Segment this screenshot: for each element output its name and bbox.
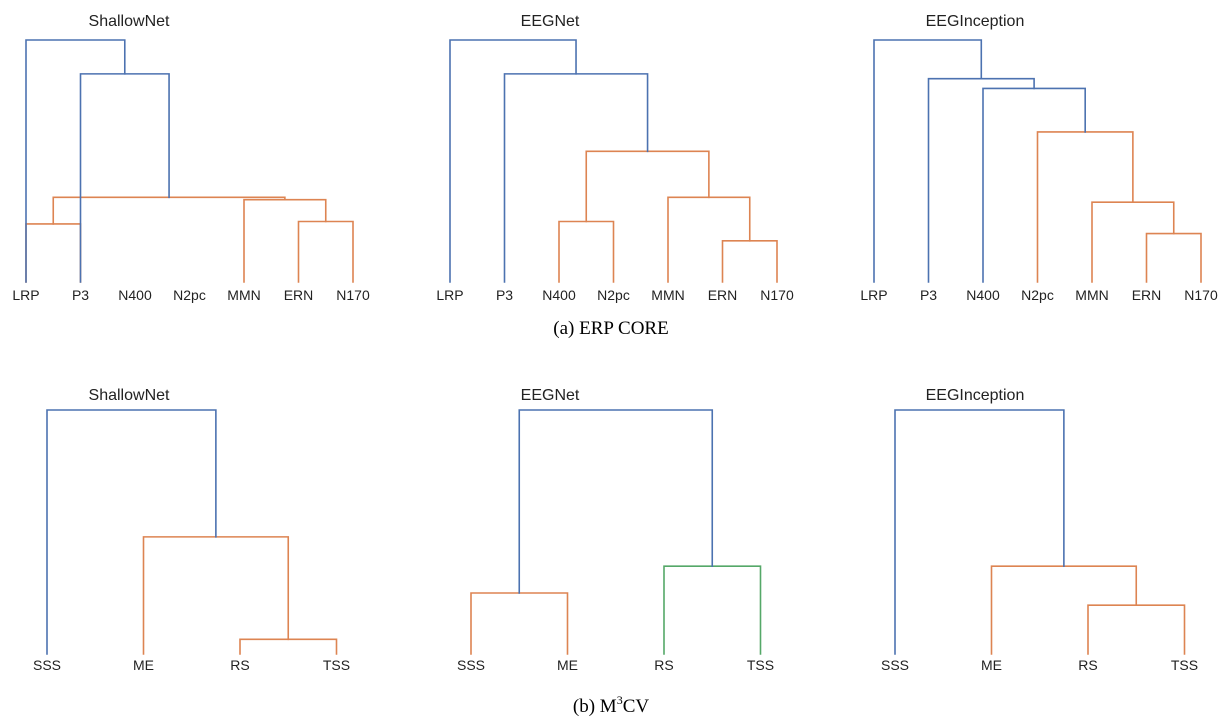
dendrogram-panel: EEGInception SSS ME RS TSS — [881, 387, 1198, 673]
dendrogram-link — [449, 39, 577, 283]
dendrogram-link — [927, 77, 1035, 283]
panel-title: EEGInception — [926, 387, 1025, 404]
panel-title: ShallowNet — [89, 13, 170, 30]
leaf-label: N400 — [542, 287, 576, 303]
leaf-label: MMN — [651, 287, 684, 303]
dendrogram-link — [1145, 232, 1202, 283]
dendrogram-panel: EEGNet SSS ME RS TSS — [457, 387, 774, 673]
leaf-label: N170 — [1184, 287, 1218, 303]
dendrogram-link — [1036, 131, 1134, 283]
leaf-label: P3 — [496, 287, 513, 303]
dendrogram-link — [558, 220, 615, 283]
dendrogram-link — [79, 73, 170, 283]
leaf-label: SSS — [881, 657, 909, 673]
caption-m3cv-suffix: CV — [623, 696, 650, 717]
dendrogram-link — [243, 198, 327, 283]
caption-m3cv-prefix: (b) M — [573, 696, 617, 717]
caption-erp-core: (a) ERP CORE — [553, 318, 668, 339]
dendrogram-link — [470, 592, 569, 655]
dendrogram-link — [667, 196, 751, 283]
leaf-label: LRP — [12, 287, 39, 303]
panel-title: EEGNet — [521, 387, 580, 404]
leaf-label: RS — [654, 657, 673, 673]
dendrogram-link — [1091, 201, 1175, 283]
leaf-label: ERN — [1132, 287, 1162, 303]
leaf-label: N400 — [118, 287, 152, 303]
panel-title: EEGNet — [521, 13, 580, 30]
leaf-label: ERN — [708, 287, 738, 303]
dendrogram-link — [663, 565, 762, 655]
leaf-label: SSS — [33, 657, 61, 673]
caption-m3cv: (b) M3CV — [573, 693, 649, 717]
panel-title: ShallowNet — [89, 387, 170, 404]
leaf-label: N2pc — [597, 287, 630, 303]
dendrogram-link — [894, 409, 1065, 655]
leaf-label: SSS — [457, 657, 485, 673]
caption-m3cv-superscript: 3 — [617, 693, 623, 707]
leaf-label: ERN — [284, 287, 314, 303]
dendrogram-link — [52, 196, 286, 225]
dendrogram-panel: EEGInception LRP P3 N400 N2pc MMN ERN N170 — [860, 13, 1218, 303]
dendrogram-link — [25, 223, 82, 283]
dendrogram-link — [982, 87, 1086, 283]
leaf-label: N170 — [336, 287, 370, 303]
dendrogram-link — [518, 409, 714, 594]
dendrogram-link — [142, 536, 290, 655]
dendrogram-link — [990, 565, 1138, 655]
leaf-label: ME — [133, 657, 154, 673]
dendrogram-link — [585, 150, 710, 223]
dendrogram-link — [873, 39, 983, 283]
leaf-label: MMN — [1075, 287, 1108, 303]
dendrogram-link — [503, 73, 649, 283]
dendrogram-panel: ShallowNet SSS ME RS TSS — [33, 387, 350, 673]
dendrogram-link — [46, 409, 217, 655]
leaf-label: N2pc — [1021, 287, 1054, 303]
leaf-label: MMN — [227, 287, 260, 303]
dendrogram-link — [1087, 604, 1186, 655]
leaf-label: ME — [981, 657, 1002, 673]
dendrogram-link — [297, 220, 354, 283]
leaf-label: ME — [557, 657, 578, 673]
dendrogram-panel: EEGNet LRP P3 N400 N2pc MMN ERN N170 — [436, 13, 794, 303]
leaf-label: LRP — [860, 287, 887, 303]
leaf-label: N400 — [966, 287, 1000, 303]
dendrogram-link — [25, 39, 126, 283]
leaf-label: RS — [230, 657, 249, 673]
dendrogram-link — [239, 638, 338, 655]
leaf-label: LRP — [436, 287, 463, 303]
dendrogram-panel: ShallowNet LRP P3 N400 N2pc MMN ERN N170 — [12, 13, 370, 303]
leaf-label: N2pc — [173, 287, 206, 303]
leaf-label: P3 — [72, 287, 89, 303]
dendrogram-panels: ShallowNet LRP P3 N400 N2pc MMN ERN N170 EEGNet L… — [12, 13, 1218, 673]
leaf-label: TSS — [747, 657, 774, 673]
leaf-label: RS — [1078, 657, 1097, 673]
leaf-label: TSS — [1171, 657, 1198, 673]
leaf-label: P3 — [920, 287, 937, 303]
panel-title: EEGInception — [926, 13, 1025, 30]
leaf-label: N170 — [760, 287, 794, 303]
dendrogram-link — [721, 240, 778, 283]
leaf-label: TSS — [323, 657, 350, 673]
